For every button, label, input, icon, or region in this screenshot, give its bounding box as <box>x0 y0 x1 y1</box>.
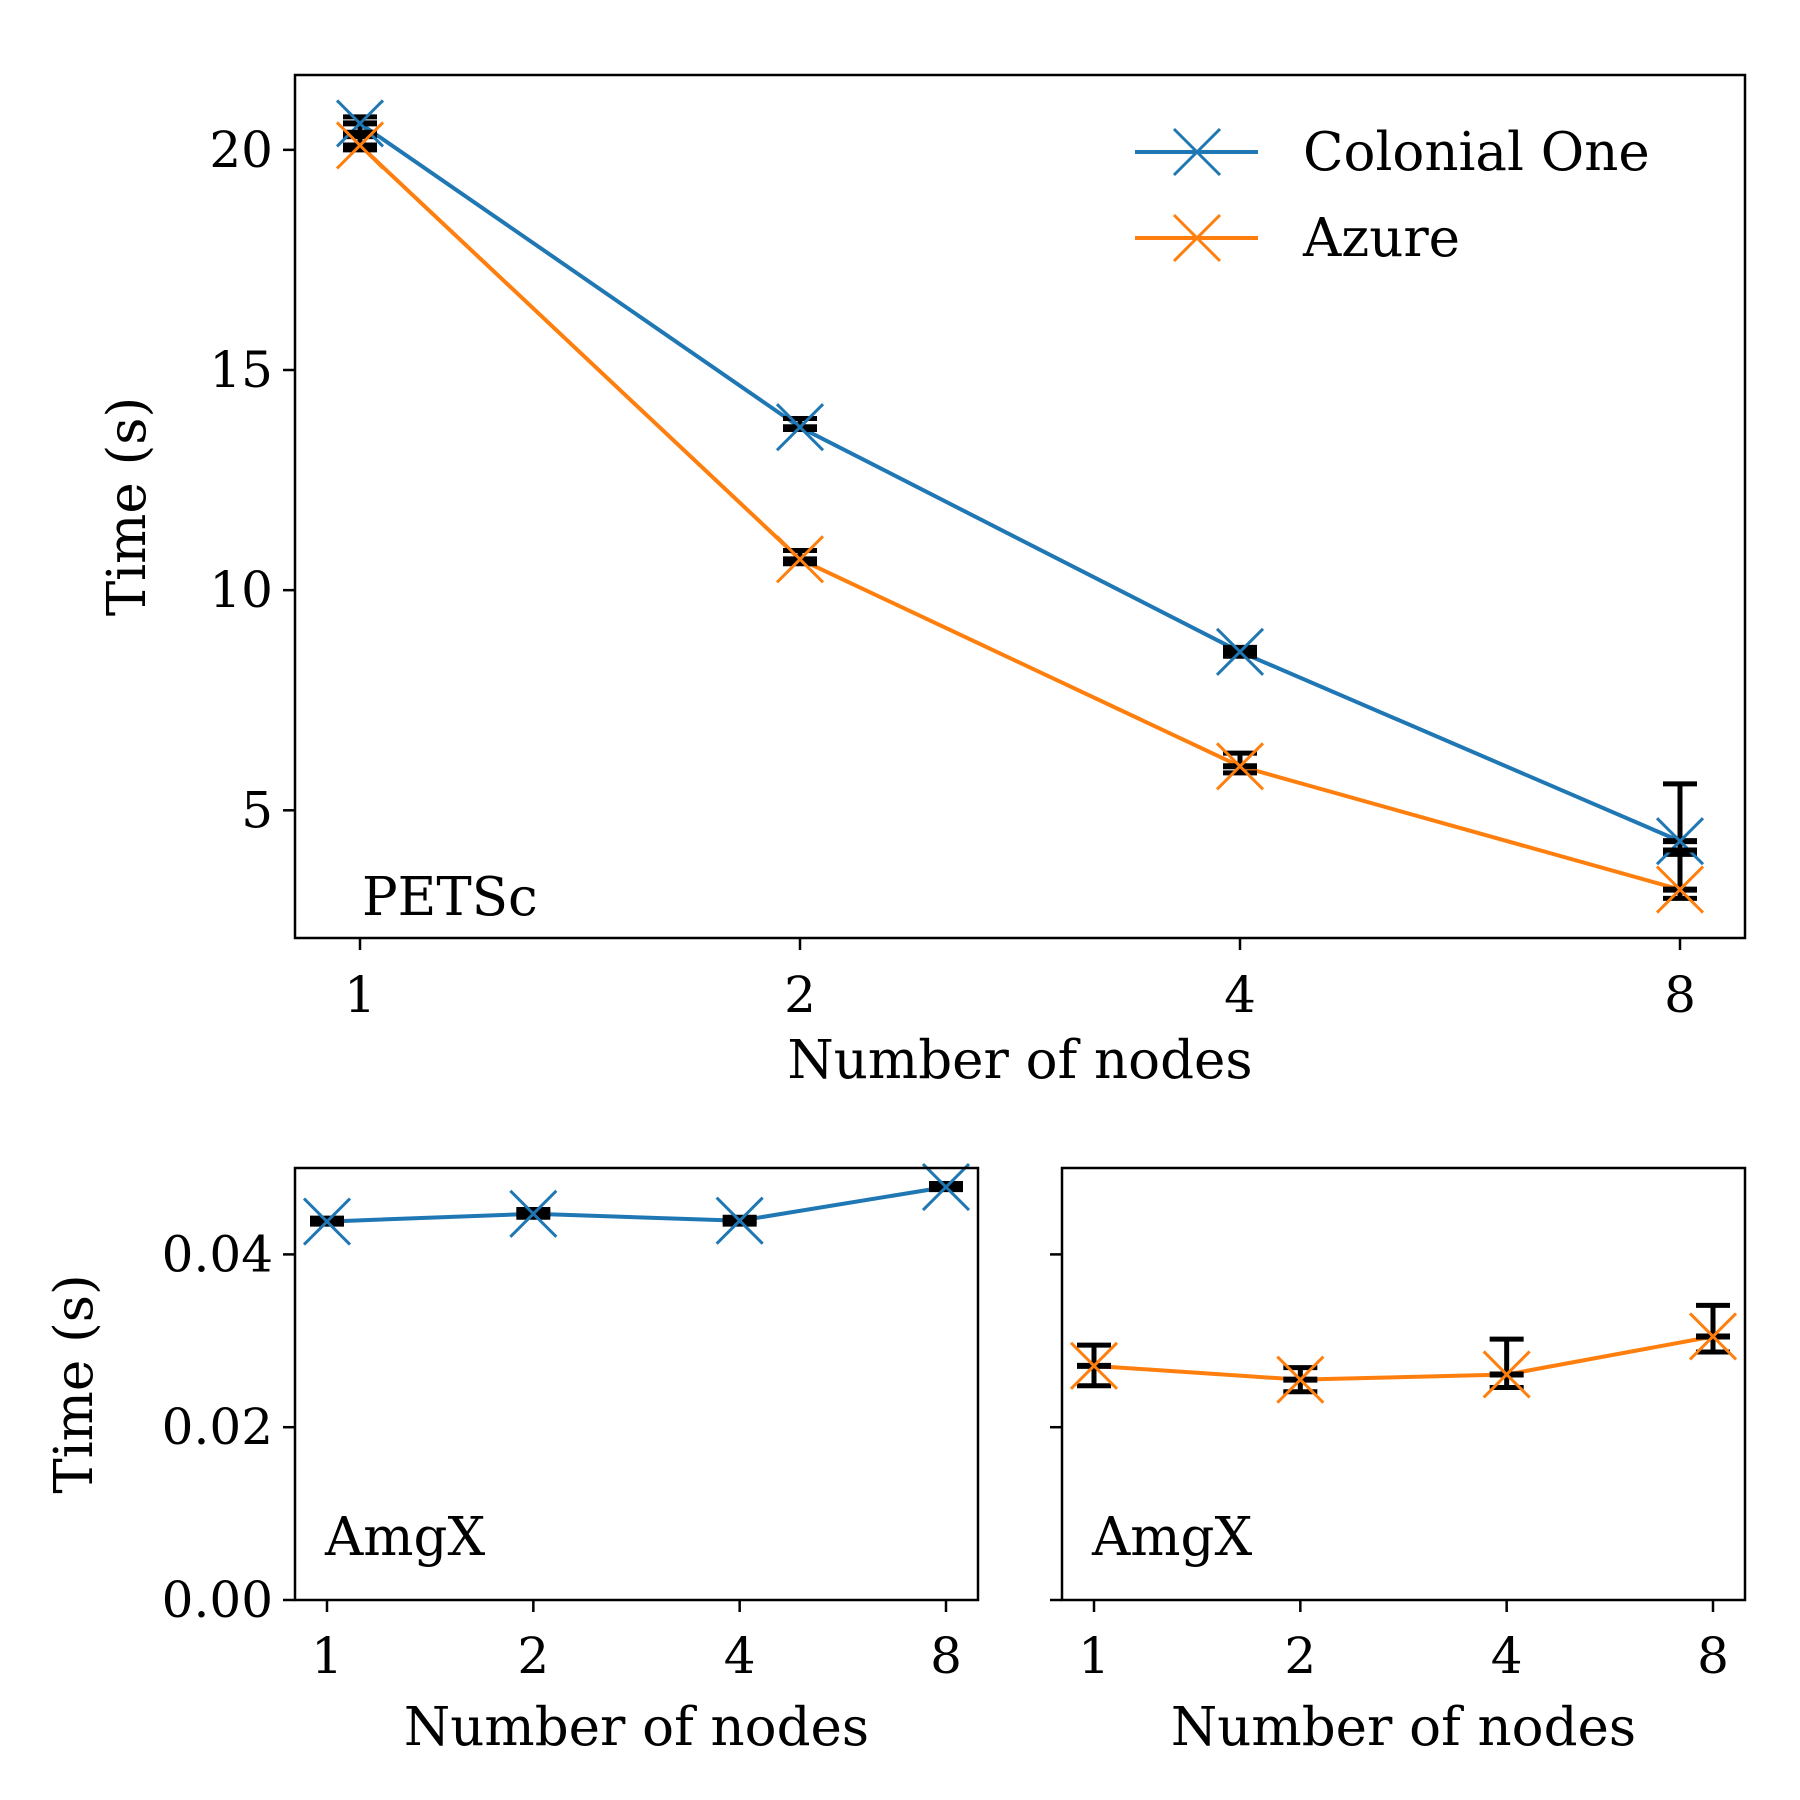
y-tick-label: 5 <box>241 781 273 839</box>
legend-label: Colonial One <box>1303 122 1650 183</box>
colonial-one-point <box>715 1196 764 1245</box>
azure-errorbar <box>1696 1302 1730 1355</box>
legend-label: Azure <box>1302 208 1460 269</box>
x-tick-label: 8 <box>1664 966 1696 1024</box>
y-axis-label: Time (s) <box>44 1274 105 1493</box>
colonial-one-point <box>509 1189 558 1238</box>
x-tick-label: 1 <box>344 966 376 1024</box>
x-axis-label: Number of nodes <box>404 1697 869 1758</box>
azure-point <box>775 535 825 584</box>
y-tick-label: 15 <box>209 341 273 399</box>
azure-errorbar <box>783 548 817 567</box>
legend-item-colonial-one: Colonial One <box>1135 122 1650 183</box>
y-tick-label: 0.04 <box>162 1225 273 1283</box>
colonial-one-point <box>921 1162 971 1212</box>
azure-line <box>358 143 1681 892</box>
y-tick-label: 0.00 <box>162 1571 273 1629</box>
x-tick-label: 1 <box>1078 1627 1110 1685</box>
azure-point <box>1655 865 1705 914</box>
colonial-one-line <box>326 1185 947 1224</box>
azure-point <box>1688 1312 1738 1361</box>
y-axis-label: Time (s) <box>97 397 158 616</box>
x-axis-label: Number of nodes <box>787 1030 1252 1091</box>
azure-point <box>1215 742 1265 791</box>
azure-point <box>1482 1350 1531 1399</box>
azure-point <box>1276 1355 1325 1404</box>
x-axis-label: Number of nodes <box>1171 1697 1636 1758</box>
colonial-one-line <box>358 121 1681 843</box>
colonial-one-errorbar <box>1663 781 1697 857</box>
panel-annotation: PETSc <box>362 867 538 928</box>
x-tick-label: 4 <box>1491 1627 1523 1685</box>
x-tick-label: 2 <box>784 966 816 1024</box>
colonial-one-point <box>775 403 825 452</box>
colonial-one-point <box>1655 817 1705 866</box>
petsc-panel: 1 2 4 8 5 10 15 20 PETSc Number of nodes Time (s) C… <box>97 73 1747 1091</box>
x-tick-label: 1 <box>311 1627 343 1685</box>
colonial-one-point <box>1215 627 1265 676</box>
panel-annotation: AmgX <box>324 1507 485 1568</box>
y-tick-label: 10 <box>209 561 273 619</box>
x-tick-label: 8 <box>1697 1627 1729 1685</box>
legend: Colonial One Azure <box>1135 122 1650 269</box>
x-tick-label: 4 <box>724 1627 756 1685</box>
amgx-azure-panel: 1 2 4 8 AmgX Number of nodes <box>1050 1166 1747 1758</box>
amgx-colonial-one-panel: 1 2 4 8 0.00 0.02 0.04 AmgX Number of nodes Time … <box>44 1162 980 1758</box>
y-tick-label: 0.02 <box>162 1398 273 1456</box>
x-tick-label: 2 <box>1284 1627 1316 1685</box>
colonial-one-point <box>302 1197 352 1246</box>
azure-point <box>1069 1341 1119 1390</box>
azure-point <box>335 121 385 170</box>
legend-item-azure: Azure <box>1135 208 1460 269</box>
x-tick-label: 2 <box>517 1627 549 1685</box>
y-tick-label: 20 <box>209 121 273 179</box>
panel-annotation: AmgX <box>1091 1507 1252 1568</box>
axes-frame <box>1060 1166 1747 1602</box>
axes-frame <box>293 73 1747 940</box>
x-tick-label: 8 <box>930 1627 962 1685</box>
axes-frame <box>293 1166 980 1602</box>
x-tick-label: 4 <box>1224 966 1256 1024</box>
colonial-one-point <box>335 99 385 148</box>
azure-line <box>1093 1334 1714 1382</box>
